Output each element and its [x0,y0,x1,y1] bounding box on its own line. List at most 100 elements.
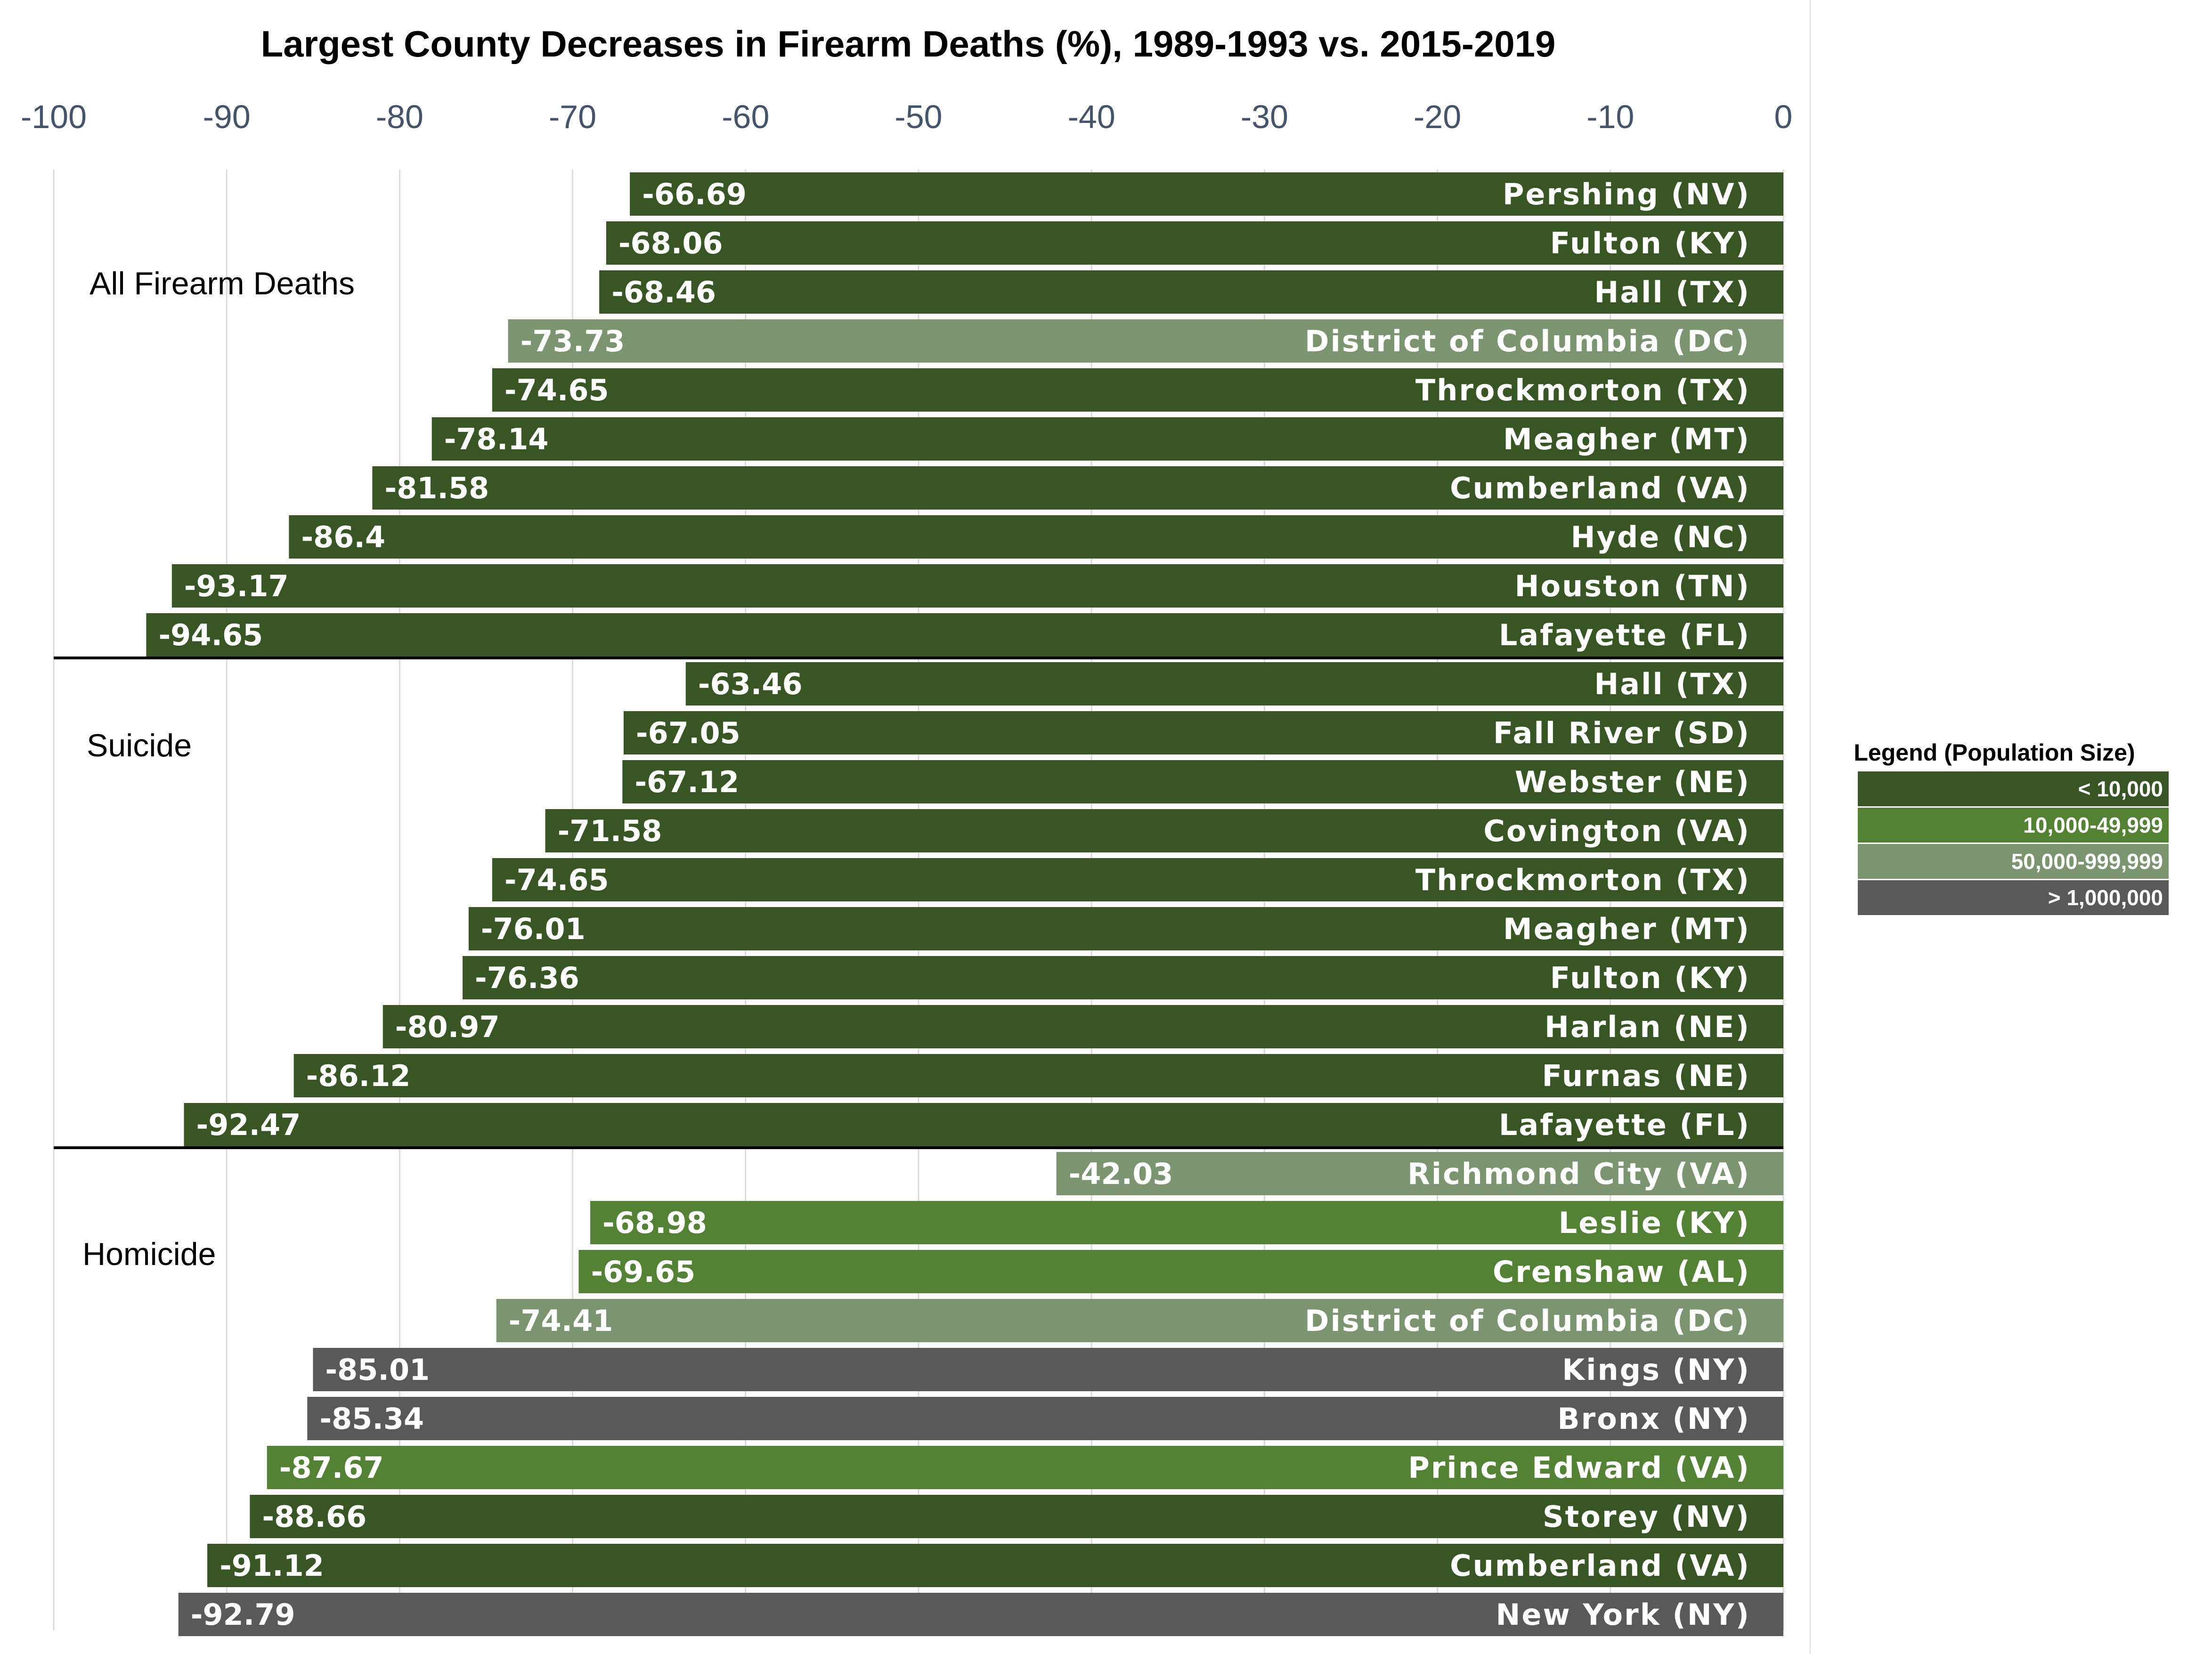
bar-value-label: -93.17 [184,569,289,603]
bar-category-label: Hall (TX) [1594,275,1750,309]
bar-value-label: -78.14 [444,422,549,456]
bar [293,1054,1783,1097]
bar-value-label: -73.73 [520,324,625,358]
bar-category-label: Webster (NE) [1515,765,1750,799]
bar-value-label: -71.58 [558,814,662,848]
bar-category-label: Covington (VA) [1483,814,1750,848]
bar [207,1544,1783,1587]
bar-value-label: -76.36 [475,961,579,995]
bar-value-label: -74.41 [509,1304,613,1338]
bar-value-label: -85.01 [325,1353,430,1387]
x-tick-label: -70 [549,98,596,135]
x-tick-label: -100 [21,98,87,135]
bar-value-label: -91.12 [220,1549,324,1583]
bar-value-label: -67.12 [634,765,739,799]
bar-category-label: Lafayette (FL) [1499,618,1750,652]
x-tick-label: -90 [203,98,251,135]
group-labels: All Firearm Deaths Suicide Homicide [82,266,355,1272]
bar-value-label: -94.65 [158,618,263,652]
bar-category-label: Hall (TX) [1594,667,1750,701]
bar-value-label: -63.46 [698,667,803,701]
bar [508,319,1784,363]
bar-value-label: -92.47 [196,1108,301,1142]
bar-category-label: Harlan (NE) [1545,1010,1750,1044]
x-axis-ticks: -100 -90 -80 -70 -60 -50 -40 -30 -20 -10 0 [21,98,1793,135]
bar-value-label: -86.12 [306,1059,411,1093]
bar [382,1005,1783,1048]
bar [578,1250,1783,1293]
legend-swatch [1858,808,2169,843]
bar [463,956,1783,999]
bar-category-label: New York (NY) [1496,1597,1750,1632]
bar [622,760,1784,803]
bar-value-label: -80.97 [395,1010,500,1044]
bar-value-label: -68.06 [618,226,723,260]
bar [492,858,1783,901]
legend-entry-label: < 10,000 [2078,777,2163,801]
bar-category-label: Houston (TN) [1515,569,1750,603]
bars: -66.69 Pershing (NV) -68.06 Fulton (KY) -68.… [146,172,1784,1636]
bar-value-label: -74.65 [504,373,609,407]
bar [146,613,1784,657]
legend-swatch [1858,844,2169,879]
x-tick-label: -80 [376,98,423,135]
group-label: All Firearm Deaths [89,266,355,301]
bar-value-label: -67.05 [636,716,740,750]
legend: Legend (Population Size) < 10,000 10,000-… [1854,739,2169,915]
bar [606,221,1783,265]
bar-category-label: Meagher (MT) [1503,422,1750,456]
bar [685,662,1783,705]
bar-value-label: -88.66 [262,1500,366,1534]
chart-title: Largest County Decreases in Firearm Deat… [261,23,1556,65]
bar-value-label: -92.79 [191,1597,295,1632]
x-tick-label: -50 [895,98,942,135]
bar-value-label: -87.67 [279,1451,384,1485]
x-tick-label: -20 [1414,98,1461,135]
bar [250,1495,1783,1538]
bar [623,711,1784,754]
legend-swatch [1858,771,2169,806]
group-label: Homicide [82,1236,216,1272]
legend-entry-label: > 1,000,000 [2048,885,2163,910]
bar [496,1299,1783,1342]
bar-category-label: Bronx (NY) [1557,1402,1750,1436]
bar-category-label: Throckmorton (TX) [1415,863,1750,897]
bar [267,1446,1784,1489]
bar [431,417,1783,461]
group-label: Suicide [87,728,192,763]
x-tick-label: 0 [1774,98,1793,135]
bar-value-label: -42.03 [1069,1157,1173,1191]
bar-category-label: Leslie (KY) [1559,1206,1750,1240]
bar-category-label: Prince Edward (VA) [1408,1451,1750,1485]
bar-category-label: Lafayette (FL) [1499,1108,1750,1142]
bar-category-label: Furnas (NE) [1542,1059,1750,1093]
bar-category-label: Cumberland (VA) [1450,1549,1750,1583]
bar-category-label: Kings (NY) [1562,1353,1750,1387]
bar-category-label: Cumberland (VA) [1450,471,1750,505]
bar-category-label: Crenshaw (AL) [1493,1255,1750,1289]
bar-category-label: Meagher (MT) [1503,912,1750,946]
bar [178,1593,1783,1636]
bar-category-label: District of Columbia (DC) [1305,1304,1750,1338]
x-tick-label: -30 [1241,98,1288,135]
bar-value-label: -68.46 [611,275,716,309]
bar [545,809,1783,852]
bar [372,466,1784,510]
bar-value-label: -76.01 [481,912,586,946]
bar-category-label: Hyde (NC) [1571,520,1750,554]
bar-value-label: -68.98 [602,1206,707,1240]
bar-category-label: Richmond City (VA) [1407,1157,1750,1191]
x-tick-label: -40 [1068,98,1115,135]
bar [590,1201,1783,1244]
legend-entry-label: 50,000-999,999 [2011,849,2163,874]
bar [313,1348,1783,1391]
bar [1056,1152,1783,1195]
bar-category-label: Storey (NV) [1543,1500,1750,1534]
bar-value-label: -86.4 [301,520,385,554]
bar [468,907,1783,950]
bar-category-label: Pershing (NV) [1503,177,1750,211]
bar-category-label: Fulton (KY) [1550,226,1750,260]
bar [289,515,1783,559]
x-tick-label: -60 [722,98,769,135]
